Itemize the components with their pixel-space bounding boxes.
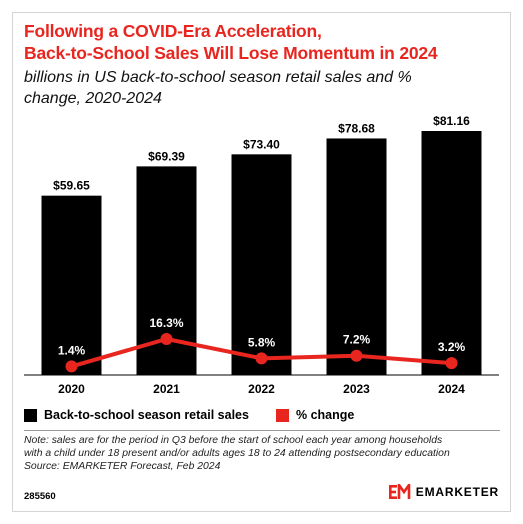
subtitle-line-2: change, 2020-2024 [24, 90, 162, 107]
legend-label-change: % change [296, 408, 355, 422]
bar-label-2021: $69.39 [148, 149, 185, 163]
bar-2023 [326, 138, 387, 375]
x-tick-2021: 2021 [153, 382, 180, 396]
percent-point-2023 [350, 349, 363, 362]
percent-label-2024: 3.2% [438, 340, 466, 354]
chart-title: Following a COVID-Era Acceleration, Back… [24, 20, 504, 64]
chart-note: Note: sales are for the period in Q3 bef… [24, 434, 506, 473]
percent-label-2023: 7.2% [343, 333, 371, 347]
x-tick-2024: 2024 [438, 382, 465, 396]
bar-label-2023: $78.68 [338, 121, 375, 135]
emarketer-logo-icon [388, 484, 411, 499]
legend-label-sales: Back-to-school season retail sales [44, 408, 249, 422]
title-line-2: Back-to-School Sales Will Lose Momentum … [24, 43, 438, 63]
x-tick-2022: 2022 [248, 382, 275, 396]
subtitle-line-1: billions in US back-to-school season ret… [24, 69, 412, 86]
chart-subtitle: billions in US back-to-school season ret… [24, 67, 504, 109]
title-line-1: Following a COVID-Era Acceleration, [24, 21, 322, 41]
legend-item-sales: Back-to-school season retail sales [24, 405, 249, 425]
percent-point-2021 [160, 333, 173, 345]
bar-label-2024: $81.16 [433, 114, 470, 128]
note-line-1: Note: sales are for the period in Q3 bef… [24, 435, 443, 446]
percent-point-2024 [445, 357, 458, 370]
bar-label-2020: $59.65 [53, 179, 90, 193]
legend-item-change: % change [276, 405, 354, 425]
bar-2022 [231, 154, 292, 375]
brand-logo: EMARKETER [388, 484, 499, 500]
note-line-2: with a child under 18 present and/or adu… [24, 448, 450, 459]
source-line: Source: EMARKETER Forecast, Feb 2024 [24, 461, 221, 472]
legend-swatch-change [276, 408, 289, 422]
x-tick-2023: 2023 [343, 382, 370, 396]
percent-point-2020 [65, 360, 78, 373]
x-tick-2020: 2020 [58, 382, 85, 396]
percent-point-2022 [255, 352, 268, 365]
chart-frame [12, 12, 511, 512]
legend-swatch-sales [24, 408, 37, 422]
percent-label-2021: 16.3% [149, 316, 183, 330]
brand-name: EMARKETER [415, 485, 499, 499]
bar-2020 [41, 195, 102, 375]
percent-label-2020: 1.4% [58, 343, 86, 357]
bar-2024 [421, 131, 482, 375]
chart-id: 285560 [24, 491, 56, 502]
footer-divider [24, 430, 500, 431]
legend: Back-to-school season retail sales % cha… [24, 405, 504, 425]
bar-label-2022: $73.40 [243, 137, 280, 151]
percent-label-2022: 5.8% [248, 335, 276, 349]
